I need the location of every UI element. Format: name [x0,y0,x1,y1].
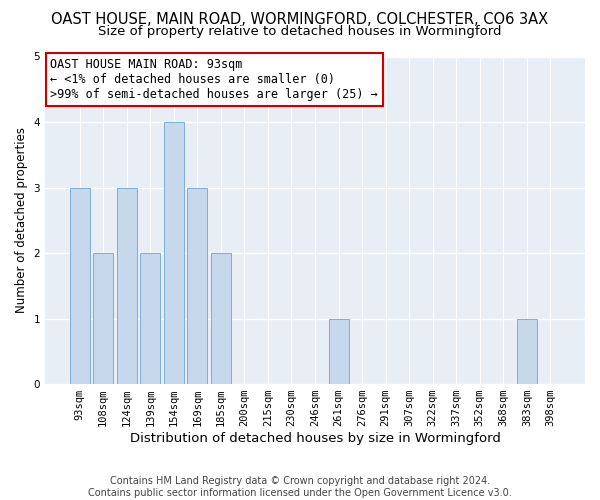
Bar [164,122,184,384]
Bar [211,253,231,384]
Text: OAST HOUSE, MAIN ROAD, WORMINGFORD, COLCHESTER, CO6 3AX: OAST HOUSE, MAIN ROAD, WORMINGFORD, COLC… [52,12,548,28]
Text: Contains HM Land Registry data © Crown copyright and database right 2024.
Contai: Contains HM Land Registry data © Crown c… [88,476,512,498]
Bar [116,188,137,384]
Y-axis label: Number of detached properties: Number of detached properties [15,128,28,314]
Text: OAST HOUSE MAIN ROAD: 93sqm
← <1% of detached houses are smaller (0)
>99% of sem: OAST HOUSE MAIN ROAD: 93sqm ← <1% of det… [50,58,378,101]
Bar [517,318,537,384]
Bar [329,318,349,384]
Text: Size of property relative to detached houses in Wormingford: Size of property relative to detached ho… [98,25,502,38]
Bar [70,188,89,384]
Bar [93,253,113,384]
X-axis label: Distribution of detached houses by size in Wormingford: Distribution of detached houses by size … [130,432,500,445]
Bar [187,188,208,384]
Bar [140,253,160,384]
